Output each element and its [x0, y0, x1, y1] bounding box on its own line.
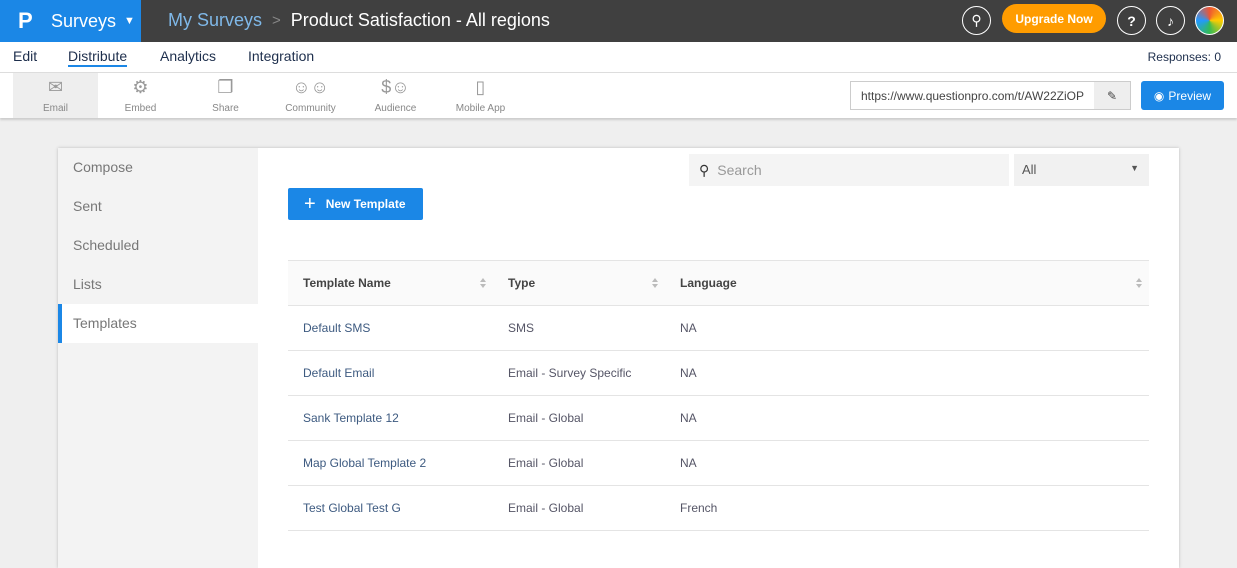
sidebar: Compose Sent Scheduled Lists Templates — [58, 148, 258, 568]
template-language: NA — [680, 456, 697, 470]
table-row[interactable]: Default Email Email - Survey Specific NA — [288, 351, 1149, 396]
community-icon: ☺☺ — [292, 77, 329, 97]
table-body: Default SMS SMS NA Default Email Email - Sur… — [288, 306, 1149, 531]
content-card: Compose Sent Scheduled Lists Templates ⚲… — [58, 148, 1179, 568]
template-language: NA — [680, 411, 697, 425]
search-icon[interactable]: ⚲ — [962, 6, 991, 35]
template-name[interactable]: Sank Template 12 — [303, 411, 399, 425]
template-type: Email - Global — [508, 411, 584, 425]
tool-embed[interactable]: ⚙ Embed — [98, 73, 183, 118]
survey-url: https://www.questionpro.com/t/AW22ZiOP — [861, 89, 1084, 103]
template-language: French — [680, 501, 718, 515]
tool-audience[interactable]: $☺ Audience — [353, 73, 438, 118]
template-name[interactable]: Default Email — [303, 366, 375, 380]
template-type: Email - Global — [508, 456, 584, 470]
caret-down-icon: ▼ — [124, 15, 135, 27]
embed-icon: ⚙ — [132, 77, 149, 97]
template-name[interactable]: Test Global Test G — [303, 501, 401, 515]
sidebar-item-scheduled[interactable]: Scheduled — [73, 237, 140, 253]
sidebar-item-lists[interactable]: Lists — [73, 276, 102, 292]
bell-icon[interactable]: ♪ — [1156, 6, 1185, 35]
sort-icon[interactable] — [1136, 278, 1143, 288]
product-switcher[interactable]: P Surveys ▼ — [0, 0, 141, 42]
share-icon: ❐ — [217, 77, 234, 97]
survey-url-field[interactable]: https://www.questionpro.com/t/AW22ZiOP ✎ — [850, 81, 1131, 110]
column-header-type[interactable]: Type — [493, 276, 665, 290]
breadcrumb-my-surveys[interactable]: My Surveys — [168, 10, 263, 30]
tab-analytics[interactable]: Analytics — [160, 48, 217, 64]
template-language: NA — [680, 321, 697, 335]
main-nav: Edit Distribute Analytics Integration Re… — [0, 42, 1237, 73]
column-header-language[interactable]: Language — [665, 276, 1149, 290]
template-type: Email - Survey Specific — [508, 366, 632, 380]
upgrade-button[interactable]: Upgrade Now — [1002, 4, 1106, 33]
filter-select[interactable]: All ▼ — [1014, 154, 1149, 186]
template-type: Email - Global — [508, 501, 584, 515]
templates-table: Template Name Type Language Default SMS S… — [288, 260, 1149, 531]
tool-share[interactable]: ❐ Share — [183, 73, 268, 118]
preview-button[interactable]: ◉ Preview — [1141, 81, 1224, 110]
column-header-template-name[interactable]: Template Name — [288, 276, 493, 290]
chevron-right-icon: > — [272, 12, 281, 29]
table-row[interactable]: Map Global Template 2 Email - Global NA — [288, 441, 1149, 486]
pencil-icon[interactable]: ✎ — [1094, 82, 1130, 109]
plus-icon: + — [304, 192, 316, 215]
tool-community[interactable]: ☺☺ Community — [268, 73, 353, 118]
table-header: Template Name Type Language — [288, 260, 1149, 306]
distribute-toolbar: ✉ Email ⚙ Embed ❐ Share ☺☺ Community $☺ Audie… — [0, 73, 1237, 118]
tab-distribute[interactable]: Distribute — [68, 48, 128, 67]
new-template-button[interactable]: + New Template — [288, 188, 423, 220]
survey-title: Product Satisfaction - All regions — [290, 10, 550, 30]
top-bar: P Surveys ▼ My Surveys > Product Satisfa… — [0, 0, 1237, 42]
product-name: Surveys — [51, 10, 117, 31]
responses-count: Responses: 0 — [1147, 50, 1221, 64]
audience-icon: $☺ — [381, 77, 410, 97]
table-row[interactable]: Default SMS SMS NA — [288, 306, 1149, 351]
eye-icon: ◉ — [1153, 88, 1165, 103]
table-row[interactable]: Test Global Test G Email - Global French — [288, 486, 1149, 531]
sidebar-item-templates[interactable]: Templates — [58, 304, 258, 343]
breadcrumb: My Surveys > Product Satisfaction - All … — [168, 10, 550, 31]
table-row[interactable]: Sank Template 12 Email - Global NA — [288, 396, 1149, 441]
logo: P — [18, 8, 33, 33]
sidebar-item-sent[interactable]: Sent — [73, 198, 102, 214]
mobile-icon: ▯ — [475, 77, 486, 97]
template-name[interactable]: Map Global Template 2 — [303, 456, 427, 470]
search-icon: ⚲ — [699, 161, 710, 178]
template-name[interactable]: Default SMS — [303, 321, 371, 335]
sort-icon[interactable] — [480, 278, 487, 288]
caret-down-icon: ▼ — [1130, 163, 1139, 173]
avatar[interactable] — [1195, 6, 1224, 35]
sort-icon[interactable] — [652, 278, 659, 288]
envelope-icon: ✉ — [47, 77, 64, 97]
sidebar-item-compose[interactable]: Compose — [73, 159, 133, 175]
tab-edit[interactable]: Edit — [13, 48, 38, 64]
help-icon[interactable]: ? — [1117, 6, 1146, 35]
tab-integration[interactable]: Integration — [248, 48, 315, 64]
search-input[interactable]: ⚲ Search — [689, 154, 1009, 186]
tool-mobile-app[interactable]: ▯ Mobile App — [438, 73, 523, 118]
template-type: SMS — [508, 321, 535, 335]
template-language: NA — [680, 366, 697, 380]
tool-email[interactable]: ✉ Email — [13, 73, 98, 118]
